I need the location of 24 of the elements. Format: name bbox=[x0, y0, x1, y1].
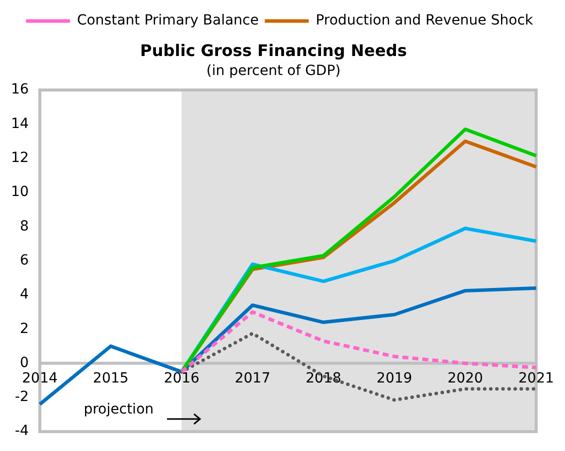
legend-label: Production and Revenue Shock bbox=[316, 12, 534, 29]
x-tick-label: 2014 bbox=[22, 370, 58, 386]
x-tick-label: 2017 bbox=[234, 370, 270, 386]
y-tick-label: -4 bbox=[14, 423, 29, 440]
x-tick-label: 2021 bbox=[518, 370, 554, 386]
y-tick-label: 0 bbox=[20, 354, 29, 371]
x-tick-label: 2015 bbox=[92, 370, 129, 386]
x-tick-label: 2019 bbox=[376, 370, 412, 386]
y-tick-label: 16 bbox=[10, 82, 29, 98]
x-tick-label: 2020 bbox=[447, 370, 484, 386]
y-tick-label: 6 bbox=[20, 252, 29, 268]
y-tick-label: 10 bbox=[10, 184, 29, 200]
y-tick-label: 12 bbox=[10, 150, 29, 166]
annotation: projection bbox=[84, 402, 154, 418]
y-tick-label: 14 bbox=[10, 116, 29, 132]
y-tick-label: 2 bbox=[20, 320, 29, 337]
chart-title: Public Gross Financing Needs bbox=[140, 40, 407, 60]
line-series bbox=[180, 310, 538, 374]
chart-subtitle: (in percent of GDP) bbox=[206, 63, 341, 80]
y-tick-label: 4 bbox=[20, 286, 29, 303]
y-tick-label: 8 bbox=[20, 218, 29, 234]
y-tick-label: -2 bbox=[14, 389, 29, 406]
x-tick-label: 2016 bbox=[164, 370, 200, 386]
legend-label: Constant Primary Balance bbox=[76, 12, 259, 29]
